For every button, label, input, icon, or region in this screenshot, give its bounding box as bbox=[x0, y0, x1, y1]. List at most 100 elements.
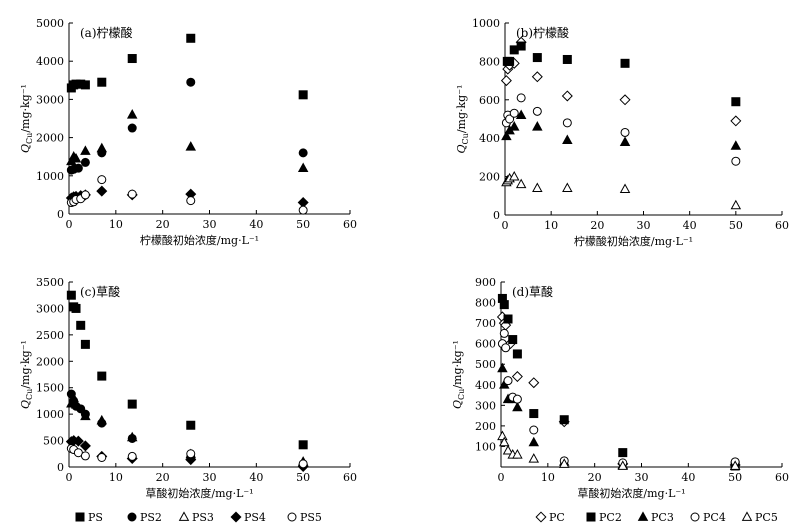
legend-label-PC: PC bbox=[549, 511, 565, 524]
series-PC3 bbox=[501, 109, 742, 150]
y-tick-label: 100 bbox=[475, 440, 496, 453]
point-PC5 bbox=[502, 444, 514, 455]
x-tick-label: 40 bbox=[249, 471, 263, 484]
point-PC4 bbox=[505, 114, 515, 124]
point-PC4 bbox=[501, 343, 511, 353]
panel-b: 0 10 20 30 40 50 6002004006008001000(b)柠檬酸柠檬酸初… bbox=[455, 17, 789, 248]
point-PC4 bbox=[731, 156, 741, 166]
x-tick-label: 60 bbox=[775, 471, 789, 484]
point-PS4 bbox=[72, 435, 84, 447]
point-PS5 bbox=[186, 449, 196, 459]
y-tick-label: 200 bbox=[479, 171, 500, 184]
legend-marker-PC5 bbox=[741, 511, 753, 521]
x-tick-label: 0 bbox=[502, 219, 509, 232]
point-PS bbox=[186, 33, 196, 43]
x-tick-label: 50 bbox=[296, 218, 310, 231]
x-tick-label: 40 bbox=[683, 219, 697, 232]
point-PS3 bbox=[80, 410, 91, 421]
point-PC2 bbox=[499, 300, 509, 310]
point-PC bbox=[528, 377, 540, 389]
point-PC5 bbox=[558, 458, 570, 468]
panel-a: 0 10 20 30 40 50 60 0 1000 2000 3000 4000 5000 (a)柠檬酸… bbox=[19, 17, 357, 247]
y-tick-label: 3500 bbox=[36, 276, 64, 289]
point-PC4 bbox=[503, 376, 513, 386]
y-tick-label: 5000 bbox=[36, 17, 64, 30]
point-PS5 bbox=[97, 175, 107, 185]
x-tick-label: 10 bbox=[541, 471, 555, 484]
legend-label-PC5: PC5 bbox=[755, 511, 778, 524]
y-tick-label: 1500 bbox=[36, 382, 64, 395]
point-PC2 bbox=[618, 448, 628, 458]
point-PC bbox=[511, 371, 523, 383]
y-axis-label: QCu/mg·kg⁻¹ bbox=[19, 340, 34, 409]
point-PS3 bbox=[126, 431, 138, 442]
point-PC2 bbox=[562, 54, 572, 64]
panel-d: 0 10 20 30 40 50 60 100 200 300 400 500 600 700 800 900… bbox=[451, 276, 789, 500]
y-tick-label: 1000 bbox=[36, 408, 64, 421]
point-PS2 bbox=[80, 157, 90, 167]
point-PC5 bbox=[619, 183, 631, 193]
point-PC4 bbox=[562, 118, 572, 128]
legend_right: PC PC2 PC3 PC4 PC5 bbox=[535, 511, 778, 524]
x-tick-label: 20 bbox=[156, 471, 170, 484]
point-PS3 bbox=[96, 414, 108, 425]
y-tick-label: 3000 bbox=[36, 93, 64, 106]
series-PS2 bbox=[66, 77, 308, 175]
point-PC2 bbox=[559, 415, 569, 425]
point-PS bbox=[298, 90, 308, 100]
point-PC4 bbox=[499, 328, 509, 338]
point-PS bbox=[80, 339, 90, 349]
y-tick-label: 800 bbox=[479, 55, 500, 68]
point-PS4 bbox=[96, 185, 108, 197]
y-axis-label: QCu/mg·kg⁻¹ bbox=[19, 84, 34, 153]
point-PC bbox=[531, 71, 543, 83]
legend_left: PS PS2 PS3 PS4 PS5 bbox=[75, 511, 322, 524]
point-PC4 bbox=[529, 425, 539, 435]
point-PS5 bbox=[80, 190, 90, 200]
data-points bbox=[65, 33, 309, 215]
point-PS4 bbox=[185, 454, 197, 466]
point-PC bbox=[561, 90, 573, 102]
x-tick-label: 20 bbox=[590, 219, 604, 232]
y-label-symbol: Q bbox=[451, 400, 464, 409]
x-tick-label: 10 bbox=[109, 218, 123, 231]
series-PS bbox=[66, 290, 308, 450]
x-tick-label: 0 bbox=[66, 471, 73, 484]
series-PS3 bbox=[66, 109, 309, 173]
x-tick-label: 50 bbox=[729, 219, 743, 232]
y-tick-label: 2500 bbox=[36, 329, 64, 342]
point-PS3 bbox=[96, 142, 108, 153]
point-PS2 bbox=[73, 163, 83, 173]
panel-c: 0 10 20 30 40 50 60 0 500 1000 1500 2000 2500 3000 350… bbox=[19, 276, 357, 500]
point-PS bbox=[80, 80, 90, 90]
legend-marker-PS4 bbox=[230, 511, 242, 523]
x-tick-label: 50 bbox=[296, 471, 310, 484]
point-PC bbox=[500, 75, 512, 87]
y-tick-label: 500 bbox=[43, 435, 64, 448]
x-axis-label: 柠檬酸初始浓度/mg·L⁻¹ bbox=[574, 234, 693, 248]
y-tick-label: 800 bbox=[475, 297, 496, 310]
point-PS4 bbox=[79, 440, 91, 452]
y-label-symbol: Q bbox=[455, 144, 468, 153]
x-tick-label: 30 bbox=[637, 219, 651, 232]
point-PS3 bbox=[70, 152, 82, 163]
legend-marker-PC bbox=[535, 511, 547, 523]
point-PS5 bbox=[298, 459, 308, 469]
point-PS3 bbox=[80, 145, 91, 155]
point-PC5 bbox=[532, 182, 543, 193]
y-tick-label: 2000 bbox=[36, 355, 64, 368]
point-PC5 bbox=[617, 460, 629, 470]
data-points bbox=[500, 36, 742, 210]
panel-title: (d)草酸 bbox=[512, 284, 553, 299]
x-tick-label: 60 bbox=[343, 471, 357, 484]
y-tick-label: 0 bbox=[57, 461, 64, 474]
legend-label-PC3: PC3 bbox=[651, 511, 674, 524]
point-PC2 bbox=[516, 41, 526, 51]
x-tick-label: 60 bbox=[343, 218, 357, 231]
point-PC3 bbox=[497, 362, 508, 373]
point-PS bbox=[186, 420, 196, 430]
point-PS5 bbox=[186, 196, 196, 206]
y-tick-label: 3000 bbox=[36, 302, 64, 315]
point-PC2 bbox=[529, 409, 539, 419]
x-tick-label: 30 bbox=[635, 471, 649, 484]
